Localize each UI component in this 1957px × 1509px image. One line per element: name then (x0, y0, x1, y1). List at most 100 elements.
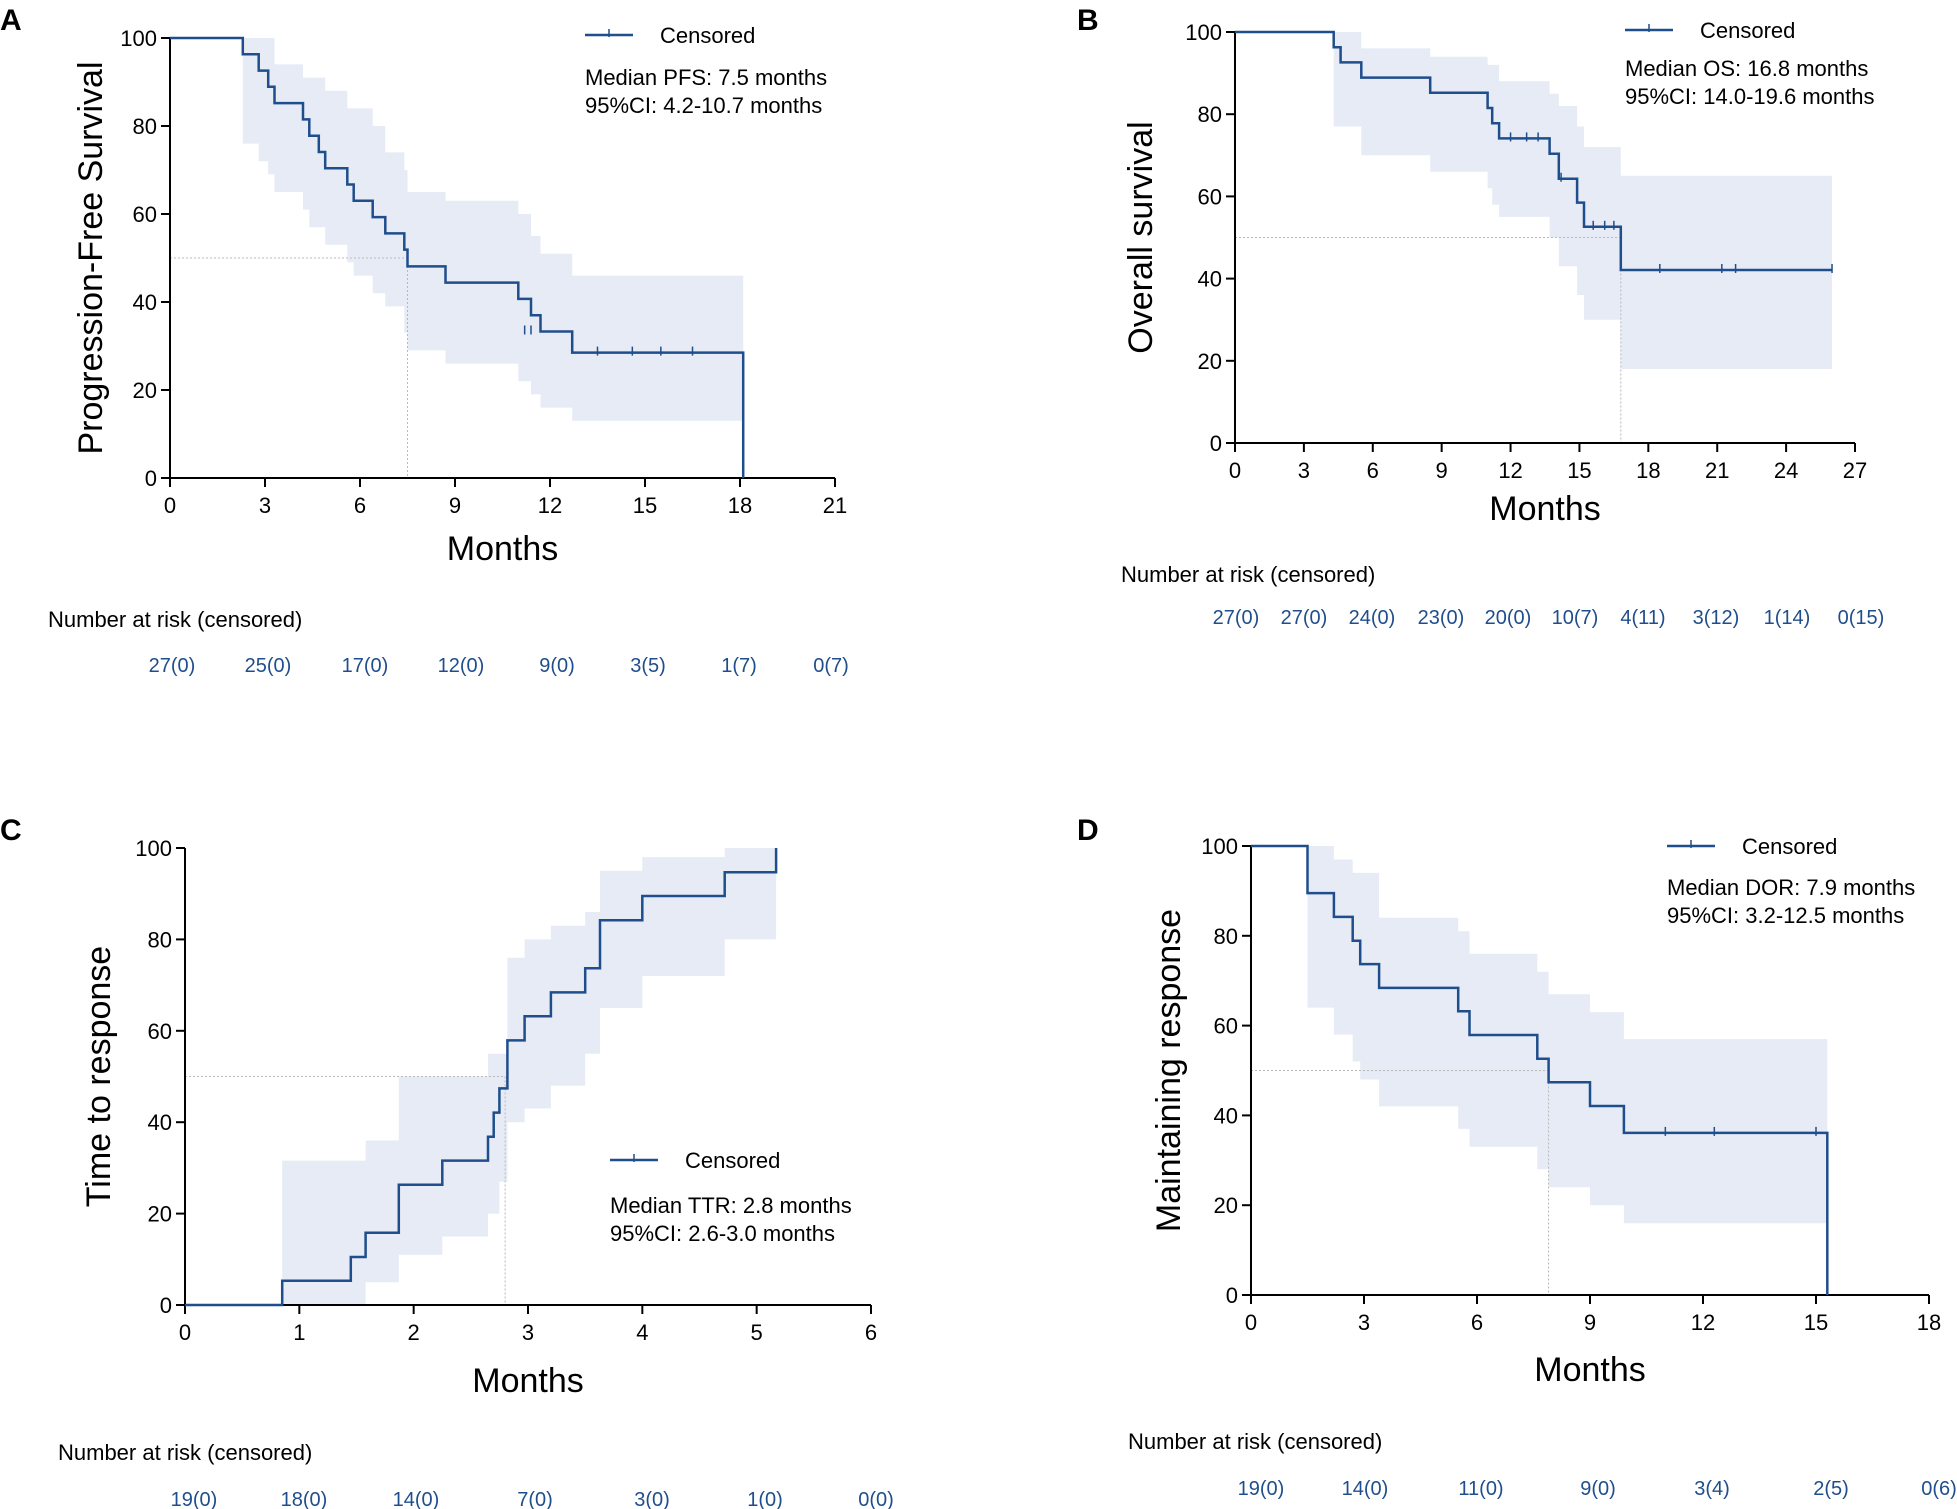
y-tick-label: 80 (1214, 924, 1238, 949)
y-tick-label: 100 (120, 26, 157, 51)
x-tick-label: 15 (1804, 1310, 1828, 1335)
risk-value: 27(0) (149, 655, 196, 677)
risk-value: 27(0) (1213, 607, 1260, 629)
x-tick-label: 6 (354, 493, 366, 518)
x-tick-label: 6 (1471, 1310, 1483, 1335)
y-tick-label: 40 (148, 1110, 172, 1135)
risk-value: 20(0) (1485, 607, 1532, 629)
y-axis-title: Maintaining response (1150, 909, 1188, 1232)
risk-value: 18(0) (281, 1489, 328, 1509)
legend-label: Censored (1700, 18, 1795, 43)
median-label: Median TTR: 2.8 months (610, 1193, 852, 1218)
risk-value: 14(0) (1342, 1478, 1389, 1500)
risk-value: 7(0) (517, 1489, 553, 1509)
y-tick-label: 40 (1198, 267, 1222, 292)
y-tick-label: 40 (1214, 1103, 1238, 1128)
risk-value: 0(7) (813, 655, 849, 677)
y-tick-label: 20 (1214, 1193, 1238, 1218)
risk-value: 19(0) (1238, 1478, 1285, 1500)
y-tick-label: 0 (1226, 1283, 1238, 1308)
y-tick-label: 40 (133, 290, 157, 315)
y-tick-label: 0 (160, 1293, 172, 1318)
y-tick-label: 60 (133, 202, 157, 227)
risk-value: 24(0) (1349, 607, 1396, 629)
x-tick-label: 5 (751, 1320, 763, 1345)
y-tick-label: 60 (1198, 184, 1222, 209)
x-tick-label: 21 (1705, 458, 1729, 483)
x-tick-label: 15 (633, 493, 657, 518)
risk-value: 3(12) (1693, 607, 1740, 629)
panel-letter: A (0, 4, 22, 37)
x-tick-label: 6 (1367, 458, 1379, 483)
risk-table-title: Number at risk (censored) (1121, 562, 1375, 587)
confidence-band (282, 848, 777, 1305)
risk-value: 1(7) (721, 655, 757, 677)
risk-value: 17(0) (342, 655, 389, 677)
panel-letter: C (0, 814, 22, 847)
x-tick-label: 12 (1691, 1310, 1715, 1335)
median-label: Median OS: 16.8 months (1625, 56, 1868, 81)
risk-value: 9(0) (539, 655, 575, 677)
x-tick-label: 9 (1436, 458, 1448, 483)
x-tick-label: 3 (1358, 1310, 1370, 1335)
x-tick-label: 12 (538, 493, 562, 518)
ci-label: 95%CI: 14.0-19.6 months (1625, 84, 1874, 109)
y-tick-label: 100 (1185, 20, 1222, 45)
y-axis-title: Overall survival (1122, 121, 1160, 353)
x-tick-label: 3 (259, 493, 271, 518)
x-axis-title: Months (472, 1362, 584, 1400)
ci-label: 95%CI: 2.6-3.0 months (610, 1221, 835, 1246)
confidence-band (1251, 846, 1828, 1224)
ci-label: 95%CI: 4.2-10.7 months (585, 93, 822, 118)
panel-b: B 0 3 6 9 12 15 18 21 24 27 0 20 40 60 80 100 Months Overa… (1077, 4, 1884, 629)
risk-value: 25(0) (245, 655, 292, 677)
risk-value: 0(6) (1921, 1478, 1957, 1500)
risk-value: 2(5) (1813, 1478, 1849, 1500)
x-tick-label: 3 (522, 1320, 534, 1345)
x-axis-title: Months (447, 530, 559, 568)
x-tick-label: 0 (179, 1320, 191, 1345)
x-axis-title: Months (1534, 1351, 1646, 1389)
survival-curve (185, 848, 778, 1307)
y-axis-title: Progression-Free Survival (72, 61, 110, 454)
risk-table-title: Number at risk (censored) (1128, 1429, 1382, 1454)
x-tick-label: 3 (1298, 458, 1310, 483)
x-tick-label: 21 (823, 493, 847, 518)
risk-value: 0(15) (1838, 607, 1885, 629)
ci-label: 95%CI: 3.2-12.5 months (1667, 903, 1904, 928)
risk-value: 3(5) (630, 655, 666, 677)
y-tick-label: 60 (1214, 1014, 1238, 1039)
risk-value: 14(0) (393, 1489, 440, 1509)
y-tick-label: 60 (148, 1019, 172, 1044)
y-axis-title: Time to response (80, 946, 118, 1207)
risk-value: 9(0) (1580, 1478, 1616, 1500)
y-tick-label: 20 (133, 378, 157, 403)
panel-letter: B (1077, 4, 1099, 37)
x-tick-label: 2 (408, 1320, 420, 1345)
x-tick-label: 15 (1567, 458, 1591, 483)
y-tick-label: 100 (135, 836, 172, 861)
risk-value: 27(0) (1281, 607, 1328, 629)
x-tick-label: 18 (1636, 458, 1660, 483)
legend-label: Censored (1742, 834, 1837, 859)
risk-value: 4(11) (1620, 607, 1665, 629)
risk-value: 10(7) (1552, 607, 1599, 629)
x-tick-label: 0 (1245, 1310, 1257, 1335)
risk-value: 0(0) (858, 1489, 894, 1509)
x-axis-title: Months (1489, 490, 1601, 528)
panel-d: D 0 3 6 9 12 15 18 0 20 40 60 80 100 Months Maintaining… (1077, 814, 1957, 1500)
x-tick-label: 12 (1498, 458, 1522, 483)
x-tick-label: 18 (728, 493, 752, 518)
x-tick-label: 9 (449, 493, 461, 518)
risk-table-title: Number at risk (censored) (58, 1440, 312, 1465)
y-tick-label: 80 (1198, 102, 1222, 127)
y-tick-label: 0 (145, 466, 157, 491)
legend-label: Censored (660, 23, 755, 48)
x-tick-label: 1 (293, 1320, 305, 1345)
confidence-band (1235, 32, 1832, 369)
y-tick-label: 80 (148, 927, 172, 952)
legend-label: Censored (685, 1148, 780, 1173)
median-label: Median DOR: 7.9 months (1667, 875, 1915, 900)
risk-value: 23(0) (1418, 607, 1465, 629)
